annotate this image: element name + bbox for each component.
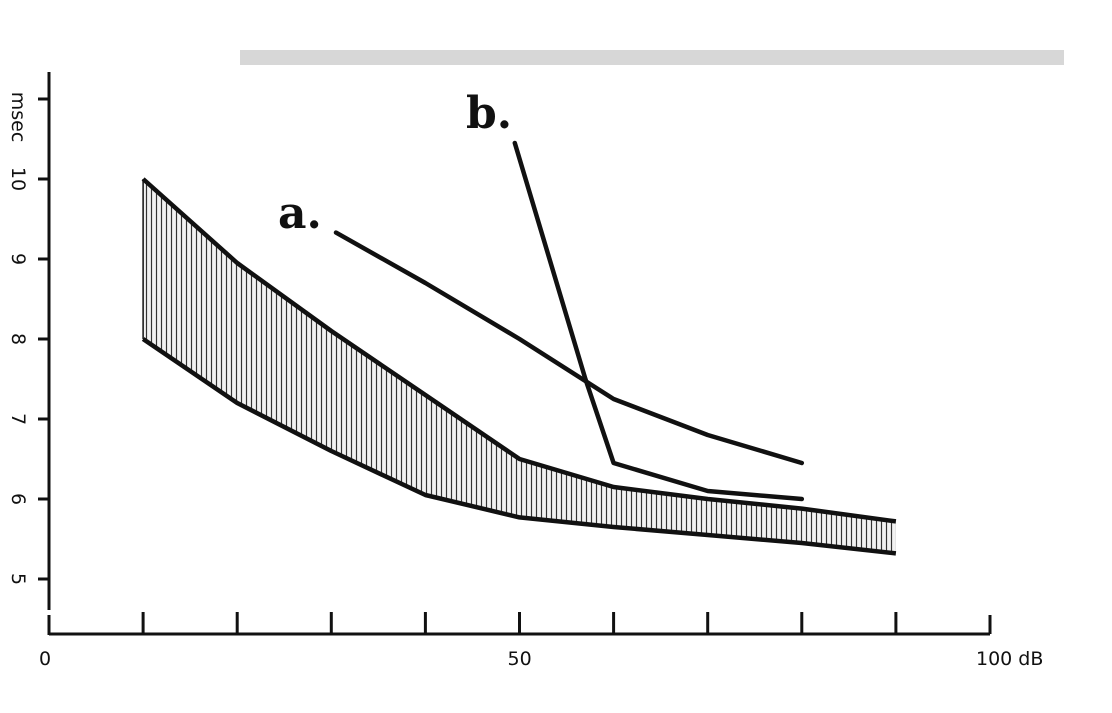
band-lower-boundary-line <box>141 337 897 556</box>
axes-group: 0 50 100 dB 5 6 7 8 9 10 msec <box>7 72 1043 670</box>
scan-artifact-band <box>240 50 1064 65</box>
y-axis-title: msec <box>7 92 29 143</box>
y-tick-label-6: 6 <box>7 493 29 505</box>
y-tick-label-8: 8 <box>7 333 29 345</box>
band-hatch <box>143 179 896 554</box>
series-b-line <box>512 140 805 502</box>
x-tick-label-0: 0 <box>39 648 51 670</box>
y-tick-label-5: 5 <box>7 573 29 585</box>
series-a-label: a. <box>278 188 322 239</box>
y-tick-label-7: 7 <box>7 413 29 425</box>
shaded-band-group <box>141 177 897 556</box>
series-group: a. b. <box>278 88 805 502</box>
band-upper-boundary-line <box>141 177 897 524</box>
x-tick-label-100: 100 dB <box>976 648 1043 670</box>
x-tick-label-50: 50 <box>508 648 532 670</box>
series-b-label: b. <box>466 88 512 139</box>
y-tick-label-9: 9 <box>7 253 29 265</box>
y-tick-label-10: 10 <box>7 167 29 191</box>
series-a-line <box>333 230 805 466</box>
